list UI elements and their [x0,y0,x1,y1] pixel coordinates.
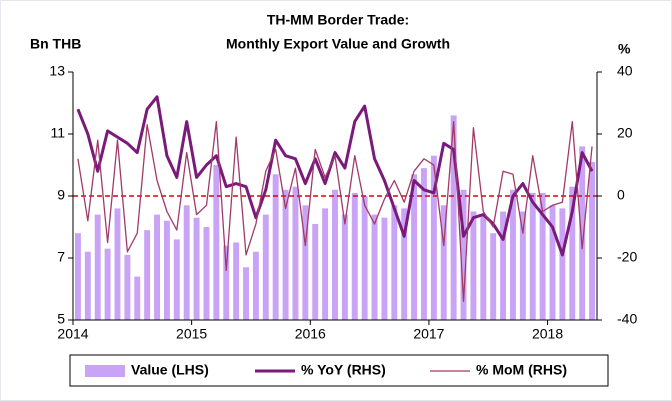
bar [144,230,151,320]
bar [480,214,487,320]
bar [421,168,427,320]
bar [391,205,398,320]
bar [173,239,180,320]
y2-tick-label: -40 [617,311,637,327]
bar [193,217,200,320]
bar [213,165,220,320]
bar [509,189,516,320]
y2-tick-label: 40 [617,63,633,79]
bar [114,208,121,320]
legend-label: % MoM (RHS) [476,362,567,378]
bar [529,192,536,320]
y2-axis-label: % [618,41,631,57]
line-series [77,120,593,303]
bar [539,192,546,320]
bar [549,205,556,320]
line-series [76,95,594,257]
bar [312,223,319,320]
bar [470,211,477,320]
x-tick-label: 2015 [176,326,207,342]
x-tick-label: 2014 [57,326,88,342]
bar [341,214,348,320]
bar [252,251,259,320]
bar [351,192,358,320]
bar [371,214,378,320]
y-tick-label: 9 [57,187,65,203]
bar [332,189,338,320]
bar [450,115,457,321]
x-tick-label: 2018 [532,326,563,342]
x-tick-label: 2016 [295,326,326,342]
bar [500,211,507,320]
bar [440,205,447,320]
x-tick-label: 2017 [413,326,444,342]
bar [460,189,467,320]
bar [411,174,418,320]
bar [490,233,497,320]
chart-title: Monthly Export Value and Growth [226,36,450,52]
legend-swatch [85,365,125,377]
bar [322,208,329,320]
bar [361,196,368,320]
bar [381,217,388,320]
bar [134,276,141,320]
y-axis-label: Bn THB [30,36,81,52]
bar [223,245,230,320]
y-tick-label: 13 [49,63,65,79]
bar [154,214,161,320]
bar [579,146,586,320]
legend-label: % YoY (RHS) [301,362,386,378]
bar [282,189,289,320]
bar [74,233,81,320]
bar [569,186,576,320]
bar [233,242,240,320]
y2-tick-label: 20 [617,125,633,141]
bar [243,267,249,320]
legend-box [69,354,609,387]
bar [262,214,269,320]
bar [430,155,437,320]
y2-tick-label: 0 [617,187,625,203]
y-tick-label: 5 [57,311,65,327]
y-tick-label: 11 [50,125,65,141]
bar [124,254,131,320]
bar [203,227,210,320]
bar [292,186,299,320]
legend-label: Value (LHS) [131,362,209,378]
bar [559,208,566,320]
bar [401,208,408,320]
bar [589,161,596,320]
bar [272,174,279,320]
bar [183,205,190,320]
bar [94,214,101,320]
chart-title: TH-MM Border Trade: [267,12,409,28]
y2-tick-label: -20 [617,249,637,265]
bar [302,205,309,320]
bar [519,211,526,320]
bar [104,248,111,320]
bar [84,251,91,320]
y-tick-label: 7 [57,249,65,265]
bar [163,220,170,320]
